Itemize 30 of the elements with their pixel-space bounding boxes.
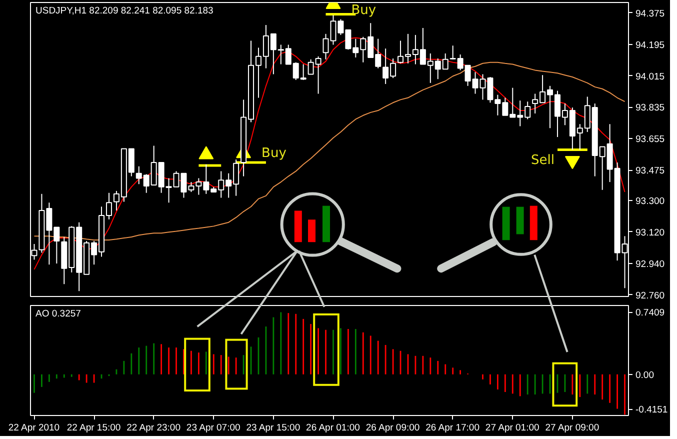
y-tick-label: 94.375 [636,8,665,20]
y-tick-label: -0.4151 [636,404,668,416]
chart-title: AO 0.3257 [36,308,81,320]
data-label: Buy [351,3,376,18]
chart-title: USDJPY,H1 82.209 82.241 82.095 82.183 [36,6,214,16]
x-tick-label: 22 Apr 2010 [8,422,60,434]
x-tick-label: 26 Apr 01:00 [306,422,360,434]
y-tick-label: 93.655 [636,134,665,146]
y-tick-label: 0.00 [636,370,654,381]
x-tick-label: 22 Apr 15:00 [66,422,121,434]
data-label: Buy [262,146,287,162]
y-tick-label: 93.475 [636,166,665,176]
x-tick-label: 23 Apr 07:00 [186,422,240,434]
x-tick-label: 26 Apr 09:00 [366,422,420,434]
y-tick-label: 92.940 [636,258,665,270]
y-tick-label: 93.300 [636,196,665,208]
y-tick-label: 94.015 [636,71,665,82]
x-tick-label: 26 Apr 17:00 [426,422,480,434]
x-tick-label: 23 Apr 15:00 [246,422,300,434]
y-tick-label: 94.195 [636,40,665,51]
y-tick-label: 93.835 [636,102,665,114]
y-tick-label: 0.7409 [636,308,665,319]
y-tick-label: 93.120 [636,227,665,238]
x-tick-label: 27 Apr 01:00 [485,422,540,434]
data-label: Sell [530,153,554,168]
y-tick-label: 92.760 [636,290,665,302]
line-series [34,37,626,270]
line-series [34,62,626,240]
x-tick-label: 27 Apr 09:00 [545,422,600,434]
x-tick-label: 22 Apr 23:00 [126,422,181,434]
